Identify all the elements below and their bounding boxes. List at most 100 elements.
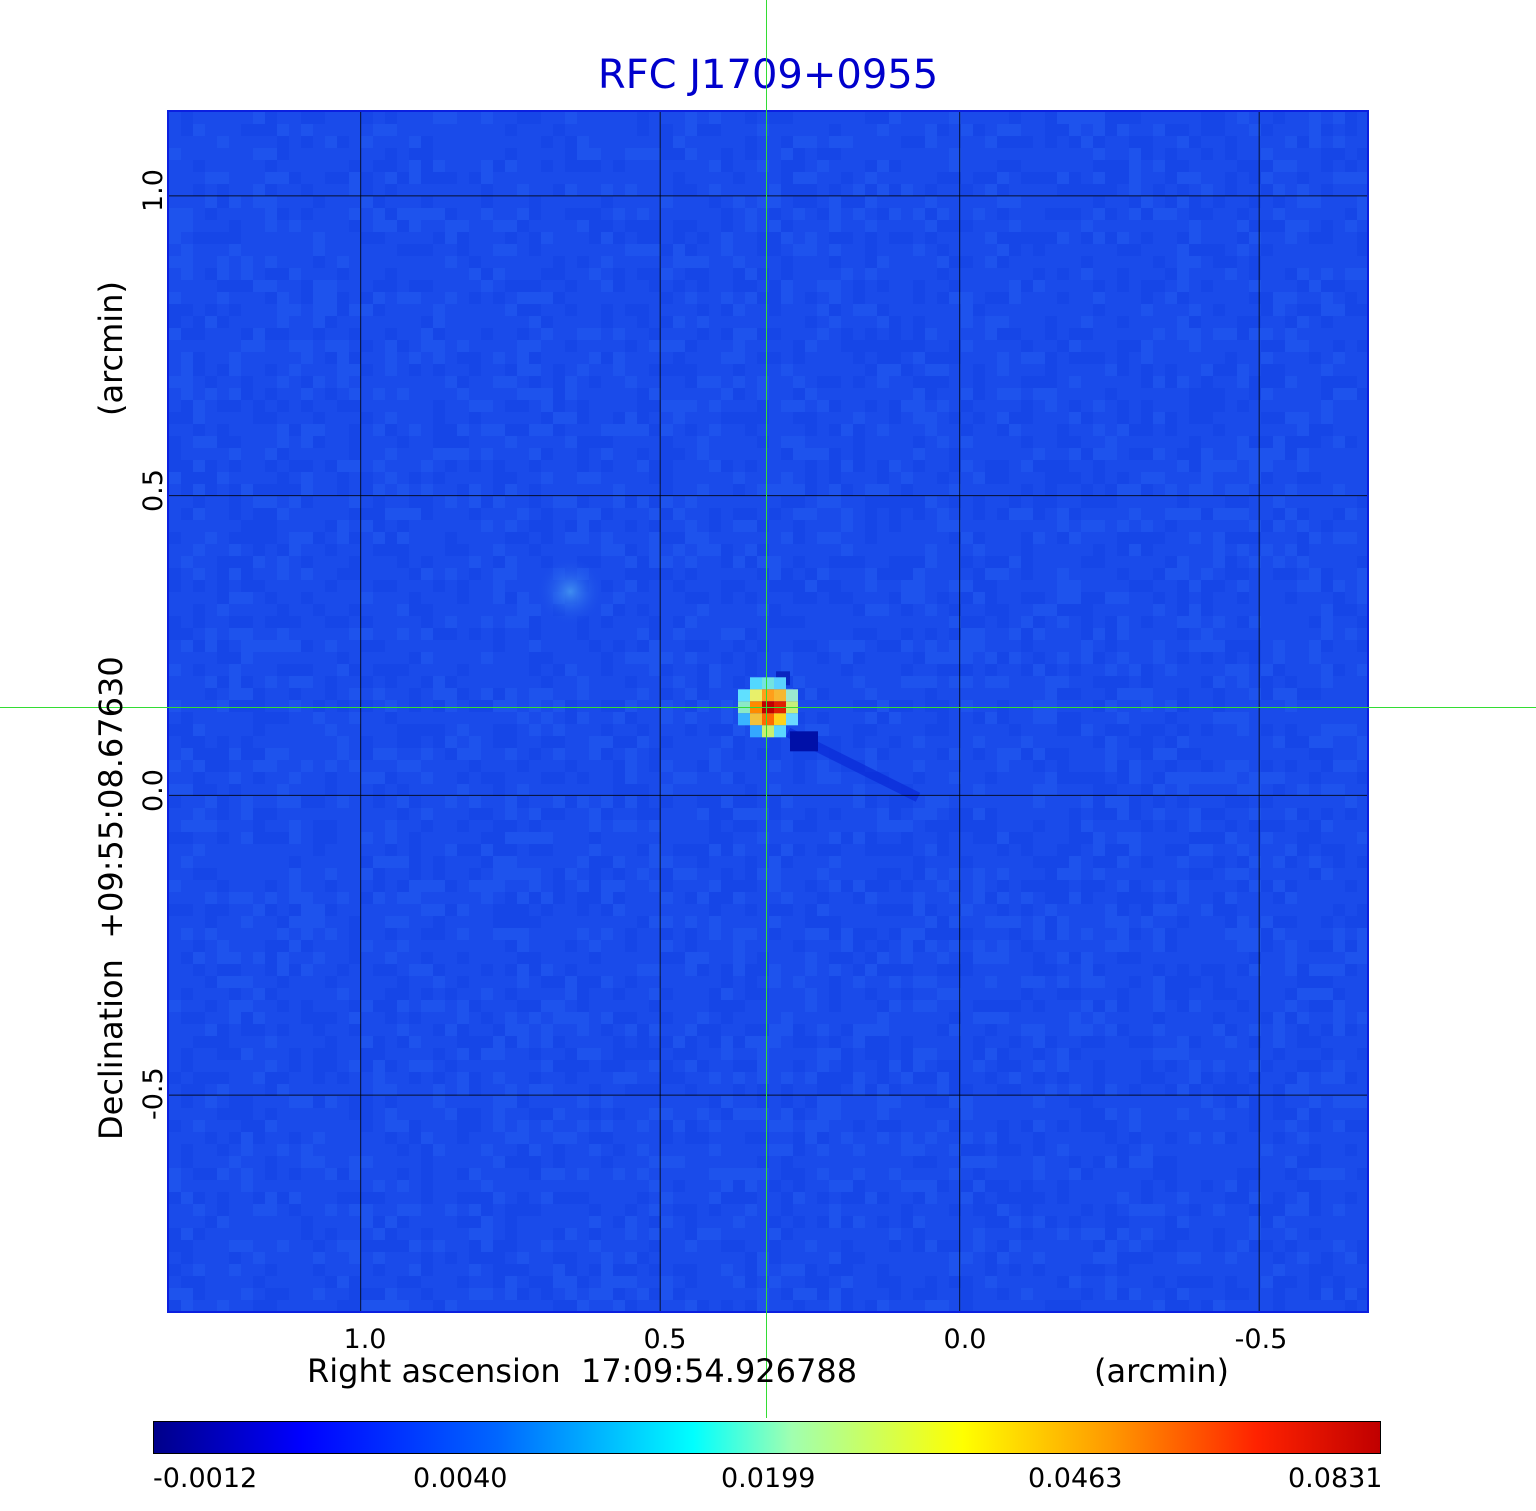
noise-cell xyxy=(625,760,637,772)
noise-cell xyxy=(841,172,853,184)
noise-cell xyxy=(1297,424,1309,436)
noise-cell xyxy=(1213,988,1225,1000)
noise-cell xyxy=(829,556,841,568)
noise-cell xyxy=(1345,1300,1357,1311)
noise-cell xyxy=(1201,208,1213,220)
noise-cell xyxy=(1141,136,1153,148)
noise-cell xyxy=(169,256,181,268)
noise-cell xyxy=(529,208,541,220)
noise-cell xyxy=(265,268,277,280)
noise-cell xyxy=(829,1300,841,1311)
noise-cell xyxy=(1273,880,1285,892)
noise-cell xyxy=(1021,1180,1033,1192)
noise-cell xyxy=(1045,1216,1057,1228)
noise-cell xyxy=(637,1252,649,1264)
noise-cell xyxy=(913,1000,925,1012)
noise-cell xyxy=(1285,1204,1297,1216)
noise-cell xyxy=(1129,1252,1141,1264)
noise-cell xyxy=(313,1264,325,1276)
noise-cell xyxy=(733,808,745,820)
noise-cell xyxy=(1045,496,1057,508)
noise-cell xyxy=(541,1108,553,1120)
noise-cell xyxy=(181,328,193,340)
noise-cell xyxy=(745,796,757,808)
noise-cell xyxy=(517,604,529,616)
noise-cell xyxy=(1117,316,1129,328)
noise-cell xyxy=(397,796,409,808)
noise-cell xyxy=(997,904,1009,916)
noise-cell xyxy=(1033,1168,1045,1180)
noise-cell xyxy=(1285,952,1297,964)
noise-cell xyxy=(973,580,985,592)
noise-cell xyxy=(481,1216,493,1228)
noise-cell xyxy=(1153,772,1165,784)
noise-cell xyxy=(337,292,349,304)
image-plot-area[interactable] xyxy=(167,110,1369,1313)
noise-cell xyxy=(1057,268,1069,280)
noise-cell xyxy=(385,664,397,676)
noise-cell xyxy=(517,424,529,436)
noise-cell xyxy=(169,412,181,424)
noise-cell xyxy=(1177,796,1189,808)
noise-cell xyxy=(505,868,517,880)
noise-cell xyxy=(421,208,433,220)
noise-cell xyxy=(1321,748,1333,760)
noise-cell xyxy=(1009,1084,1021,1096)
noise-cell xyxy=(1237,1096,1249,1108)
noise-cell xyxy=(997,1240,1009,1252)
noise-cell xyxy=(1165,160,1177,172)
noise-cell xyxy=(565,412,577,424)
noise-cell xyxy=(1141,352,1153,364)
noise-cell xyxy=(193,1168,205,1180)
noise-cell xyxy=(1069,412,1081,424)
noise-cell xyxy=(481,112,493,124)
noise-cell xyxy=(1033,592,1045,604)
noise-cell xyxy=(973,808,985,820)
noise-cell xyxy=(421,904,433,916)
noise-cell xyxy=(697,124,709,136)
noise-cell xyxy=(733,172,745,184)
noise-cell xyxy=(1201,400,1213,412)
noise-cell xyxy=(589,1228,601,1240)
noise-cell xyxy=(529,832,541,844)
noise-cell xyxy=(1273,1024,1285,1036)
noise-cell xyxy=(541,676,553,688)
noise-cell xyxy=(253,820,265,832)
noise-cell xyxy=(277,712,289,724)
noise-cell xyxy=(1009,160,1021,172)
noise-cell xyxy=(877,1000,889,1012)
noise-cell xyxy=(841,520,853,532)
noise-cell xyxy=(1117,688,1129,700)
noise-cell xyxy=(1093,868,1105,880)
noise-cell xyxy=(1021,844,1033,856)
noise-cell xyxy=(733,196,745,208)
noise-cell xyxy=(1069,832,1081,844)
noise-cell xyxy=(925,1096,937,1108)
noise-cell xyxy=(385,712,397,724)
noise-cell xyxy=(925,376,937,388)
noise-cell xyxy=(601,436,613,448)
noise-cell xyxy=(193,604,205,616)
noise-cell xyxy=(301,484,313,496)
noise-cell xyxy=(1309,988,1321,1000)
noise-cell xyxy=(1165,712,1177,724)
noise-cell xyxy=(337,1168,349,1180)
noise-cell xyxy=(661,532,673,544)
noise-cell xyxy=(181,304,193,316)
noise-cell xyxy=(517,916,529,928)
noise-cell xyxy=(373,964,385,976)
noise-cell xyxy=(925,676,937,688)
noise-cell xyxy=(697,544,709,556)
noise-cell xyxy=(889,844,901,856)
noise-cell xyxy=(253,904,265,916)
noise-cell xyxy=(877,808,889,820)
noise-cell xyxy=(937,724,949,736)
noise-cell xyxy=(601,1132,613,1144)
noise-cell xyxy=(1177,184,1189,196)
noise-cell xyxy=(205,916,217,928)
noise-cell xyxy=(397,760,409,772)
noise-cell xyxy=(865,244,877,256)
noise-cell xyxy=(301,1228,313,1240)
noise-cell xyxy=(625,976,637,988)
noise-cell xyxy=(1165,820,1177,832)
